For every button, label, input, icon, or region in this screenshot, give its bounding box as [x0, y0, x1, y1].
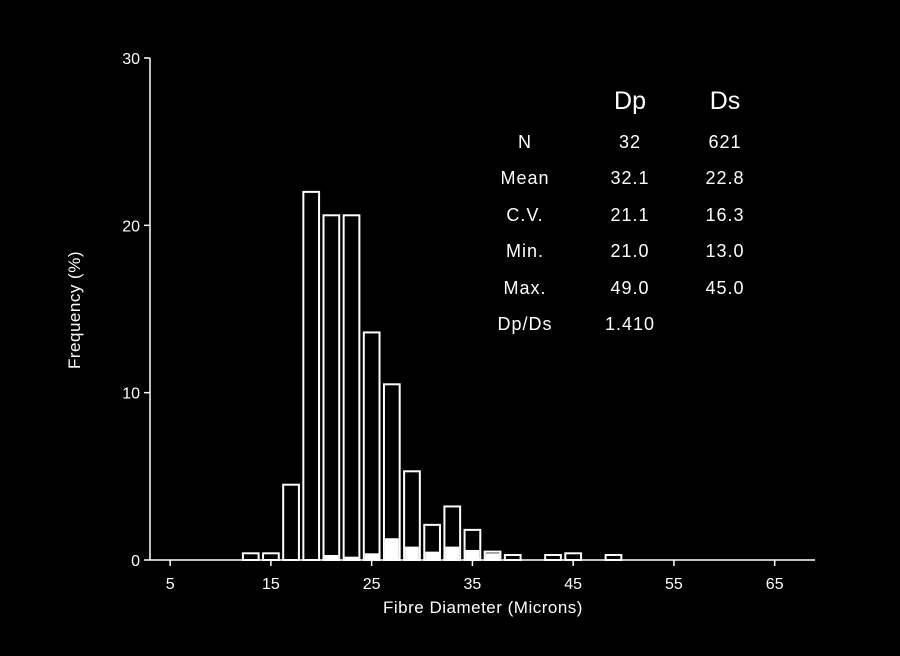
x-tick-label: 45	[564, 576, 582, 593]
stats-value-ds	[680, 307, 770, 344]
bar-dp	[405, 546, 419, 560]
x-tick-label: 25	[363, 576, 381, 593]
stats-row-ratio: Dp/Ds 1.410	[470, 307, 770, 344]
bar-dp	[324, 554, 339, 560]
bar-ds	[564, 552, 583, 561]
bar-dp	[425, 551, 439, 560]
y-tick-label: 30	[122, 51, 140, 68]
stats-column-dp: Dp	[614, 86, 646, 115]
bar-ds	[382, 383, 401, 561]
statistics-table: Dp Ds N 32 621 Mean 32.1 22.8 C.V. 21.1 …	[470, 86, 770, 343]
stats-row-n: N 32 621	[470, 124, 770, 161]
bar-ds	[342, 214, 361, 561]
bar-dp	[485, 553, 500, 560]
y-axis-title: Frequency (%)	[65, 251, 84, 369]
bar-dp	[445, 546, 460, 560]
stats-row-label: Min.	[505, 241, 544, 262]
stats-row-label: Mean	[500, 168, 550, 189]
stats-value-ds: 13.0	[705, 241, 745, 262]
bar-ds	[282, 483, 300, 562]
x-tick-label: 65	[766, 576, 784, 593]
stats-row-cv: C.V. 21.1 16.3	[470, 197, 770, 234]
y-tick-label: 0	[131, 553, 140, 570]
x-tick-label: 35	[464, 576, 482, 593]
bar-ds	[544, 553, 562, 561]
bar-ds	[302, 190, 321, 561]
x-tick-label: 5	[166, 576, 175, 593]
x-axis-title: Fibre Diameter (Microns)	[383, 598, 583, 617]
bar-ds	[241, 552, 260, 561]
stats-row-min: Min. 21.0 13.0	[470, 234, 770, 271]
stats-value-ds: 621	[708, 131, 742, 152]
stats-column-ds: Ds	[709, 86, 741, 115]
stats-value-dp: 32.1	[610, 168, 650, 189]
x-tick-label: 15	[262, 576, 280, 593]
bar-ds	[262, 552, 280, 561]
stats-value-ds: 16.3	[705, 204, 745, 225]
bar-dp	[344, 556, 359, 560]
y-axis-ticks: 0 10 20 30	[122, 51, 150, 570]
stats-row-mean: Mean 32.1 22.8	[470, 161, 770, 198]
stats-corner	[470, 86, 580, 124]
bar-dp	[384, 538, 399, 560]
stats-row-label: C.V.	[506, 204, 544, 225]
bar-ds	[503, 553, 522, 561]
stats-row-label: Max.	[503, 277, 547, 298]
stats-value-dp: 49.0	[610, 277, 650, 298]
stats-value-ds: 22.8	[705, 168, 745, 189]
stats-value-ds: 45.0	[705, 277, 745, 298]
stats-value-dp: 21.0	[610, 241, 650, 262]
stats-row-label: N	[518, 131, 532, 152]
bar-ds	[604, 553, 623, 561]
x-axis-ticks: 5 15 25 35 45 55 65	[166, 560, 784, 593]
bar-ds	[322, 214, 341, 561]
bar-dp	[364, 553, 379, 560]
stats-row-label: Dp/Ds	[497, 314, 553, 335]
y-tick-label: 20	[122, 218, 140, 235]
stats-row-max: Max. 49.0 45.0	[470, 270, 770, 307]
bar-ds	[362, 331, 381, 561]
stats-value-dp: 21.1	[610, 204, 650, 225]
y-tick-label: 10	[122, 386, 140, 403]
stats-value-dp: 32	[618, 131, 642, 152]
x-tick-label: 55	[665, 576, 683, 593]
stats-value-dp: 1.410	[604, 314, 656, 335]
bar-dp	[465, 549, 480, 560]
